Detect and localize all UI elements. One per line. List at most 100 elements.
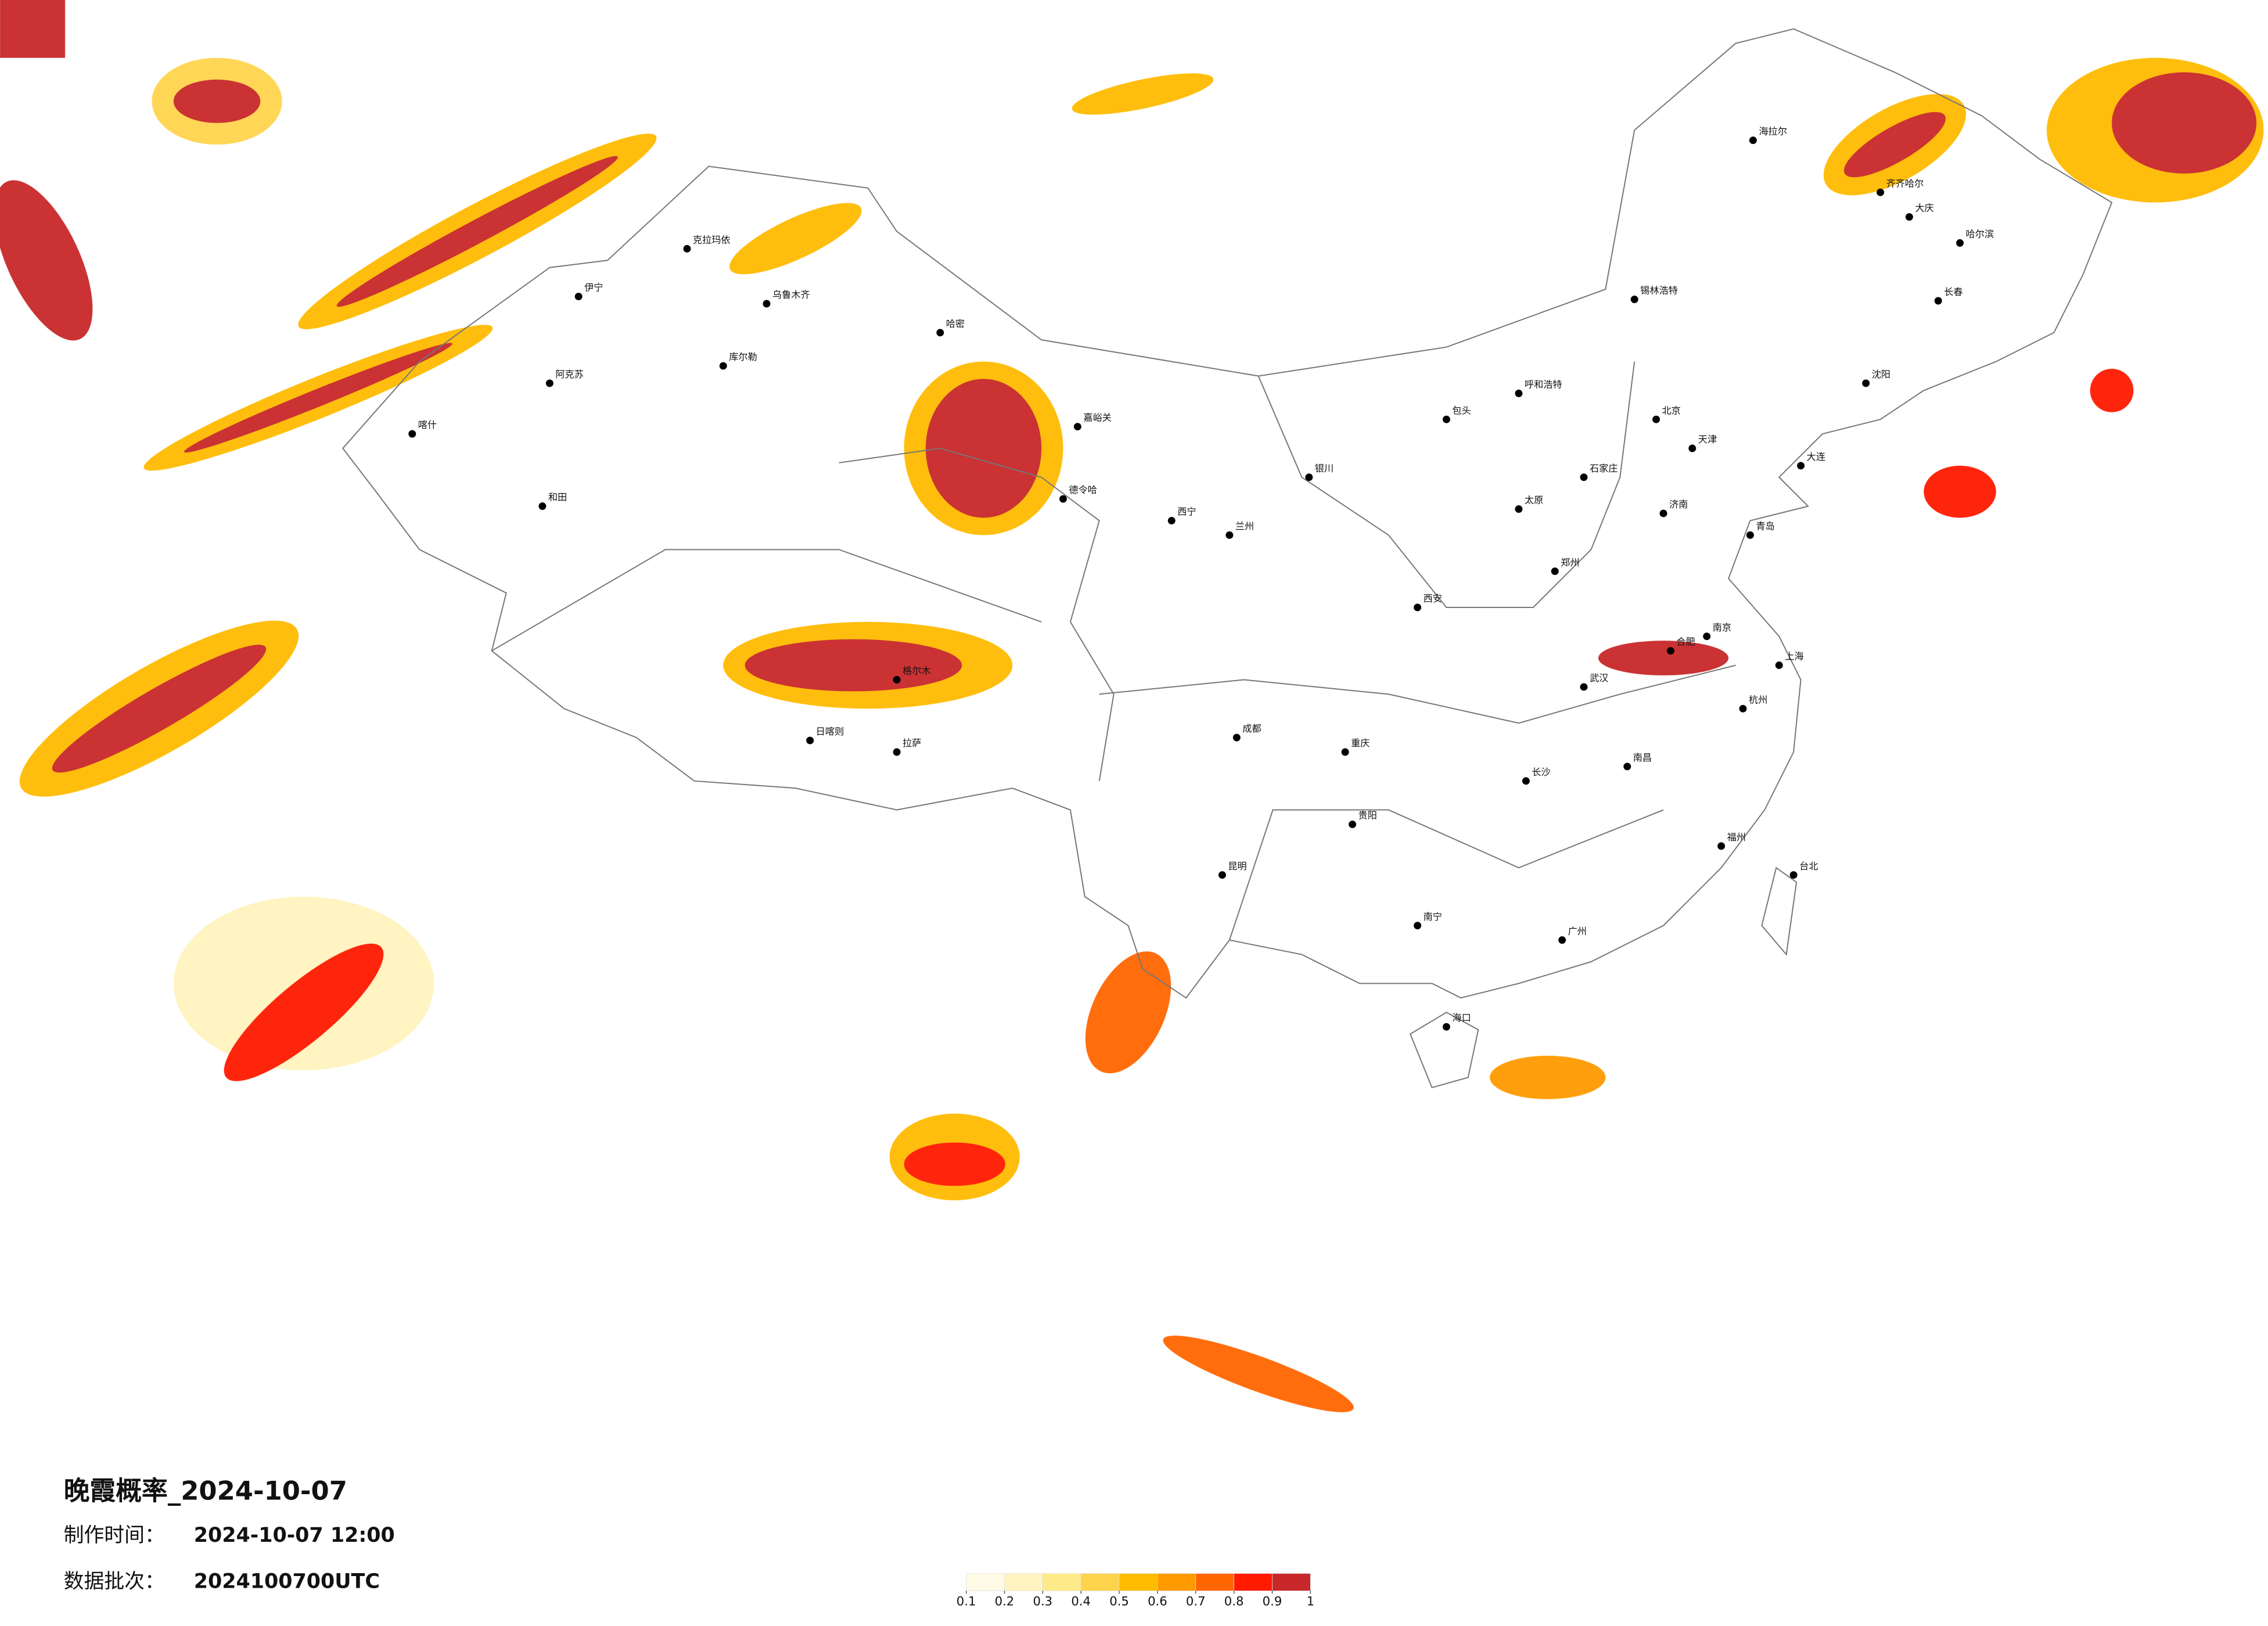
made-label: 制作时间： — [64, 1524, 165, 1547]
city-label: 天津 — [1698, 434, 1717, 445]
city-label: 合肥 — [1676, 636, 1695, 647]
city-label: 德令哈 — [1069, 484, 1097, 495]
city-label: 阿克苏 — [555, 369, 584, 380]
city-label: 郑州 — [1561, 557, 1579, 568]
city-label: 格尔木 — [903, 665, 931, 677]
island-border — [1409, 1012, 1479, 1089]
city-dot — [1688, 444, 1696, 452]
city-label: 库尔勒 — [729, 351, 757, 362]
city-dot — [1558, 936, 1566, 944]
city-dot — [1703, 632, 1711, 641]
city-dot — [1225, 531, 1234, 539]
colorbar-tick-label: 0.8 — [1224, 1593, 1244, 1608]
city-label: 重庆 — [1351, 738, 1370, 749]
city-label: 伊宁 — [584, 282, 603, 293]
island-border — [1761, 866, 1798, 956]
city-dot — [1717, 842, 1726, 850]
province-border — [491, 361, 1736, 941]
country-border — [342, 28, 2113, 999]
city-label: 和田 — [548, 492, 567, 503]
field-cell — [2112, 72, 2257, 174]
city-dot — [1341, 748, 1349, 756]
city-dot — [1442, 415, 1450, 423]
colorbar-tick-label: 0.5 — [1109, 1593, 1129, 1608]
city-label: 南京 — [1713, 622, 1731, 633]
city-label: 南宁 — [1424, 911, 1442, 922]
city-label: 齐齐哈尔 — [1886, 178, 1924, 189]
colorbar-swatch — [966, 1573, 1005, 1591]
colorbar-swatch — [1234, 1573, 1273, 1591]
city-dot — [1739, 704, 1747, 713]
field-cell — [1843, 111, 1946, 178]
city-dot — [1232, 733, 1241, 742]
field-cell — [904, 1142, 1005, 1186]
field-cell — [173, 79, 261, 123]
field-cell — [224, 943, 384, 1081]
colorbar-tick-label: 0.7 — [1186, 1593, 1206, 1608]
colorbar-swatch — [1195, 1573, 1234, 1591]
city-dot — [1349, 821, 1357, 829]
colorbar-tick-label: 0.3 — [1033, 1593, 1052, 1608]
city-dot — [1652, 415, 1660, 423]
city-label: 贵阳 — [1358, 810, 1377, 821]
city-dot — [1551, 567, 1559, 575]
city-label: 青岛 — [1756, 521, 1774, 532]
colorbar-swatch — [1080, 1573, 1120, 1591]
field-cell — [336, 156, 618, 307]
city-dot — [1522, 777, 1530, 785]
city-dot — [683, 244, 691, 253]
city-dot — [763, 300, 771, 308]
field-cell — [0, 0, 66, 58]
field-cell — [184, 343, 452, 453]
city-label: 呼和浩特 — [1525, 379, 1562, 390]
city-dot — [538, 502, 547, 510]
city-dot — [1623, 762, 1631, 771]
colorbar-swatch — [1042, 1573, 1081, 1591]
title: 晚霞概率_2024-10-07 — [64, 1476, 347, 1506]
field-cell — [2090, 369, 2134, 412]
city-dot — [1167, 517, 1176, 525]
city-label: 哈尔滨 — [1965, 228, 1994, 239]
city-label: 嘉峪关 — [1083, 412, 1112, 423]
city-dot — [408, 430, 416, 438]
city-label: 银川 — [1315, 463, 1334, 474]
colorbar-tick-label: 0.1 — [957, 1593, 976, 1608]
city-label: 乌鲁木齐 — [772, 289, 810, 300]
city-dot — [893, 748, 901, 756]
city-label: 海口 — [1452, 1012, 1471, 1023]
city-label: 日喀则 — [816, 726, 844, 737]
city-label: 拉萨 — [903, 738, 921, 749]
city-label: 长沙 — [1532, 767, 1550, 778]
colorbar-tick-label: 0.2 — [995, 1593, 1015, 1608]
city-dot — [574, 293, 583, 301]
city-label: 武汉 — [1590, 672, 1608, 684]
colorbar-tick-label: 0.6 — [1148, 1593, 1167, 1608]
city-label: 南昌 — [1633, 752, 1652, 763]
city-label: 广州 — [1568, 926, 1587, 937]
city-label: 太原 — [1525, 495, 1543, 506]
field-cell — [745, 639, 962, 692]
city-dot — [1218, 871, 1226, 879]
city-dot — [1414, 603, 1422, 611]
city-label: 沈阳 — [1872, 369, 1890, 380]
city-dot — [1059, 495, 1067, 503]
city-dot — [1789, 871, 1798, 879]
city-label: 西安 — [1424, 593, 1442, 604]
probability-field — [0, 0, 2264, 1412]
city-label: 石家庄 — [1590, 463, 1618, 474]
city-label: 喀什 — [418, 419, 437, 430]
city-dot — [1630, 296, 1638, 303]
city-dot — [1580, 683, 1588, 691]
city-label: 锡林浩特 — [1640, 285, 1678, 296]
city-dot — [1934, 297, 1942, 305]
colorbar-swatch — [1004, 1573, 1043, 1591]
field-cell — [1490, 1056, 1606, 1099]
city-dot — [719, 362, 727, 370]
city-dot — [1862, 379, 1870, 387]
city-dot — [1580, 473, 1588, 481]
city-dot — [1749, 136, 1757, 145]
colorbar: 0.1 0.2 0.3 0.4 0.5 0.6 0.7 0.8 0.9 1 — [957, 1573, 1314, 1608]
